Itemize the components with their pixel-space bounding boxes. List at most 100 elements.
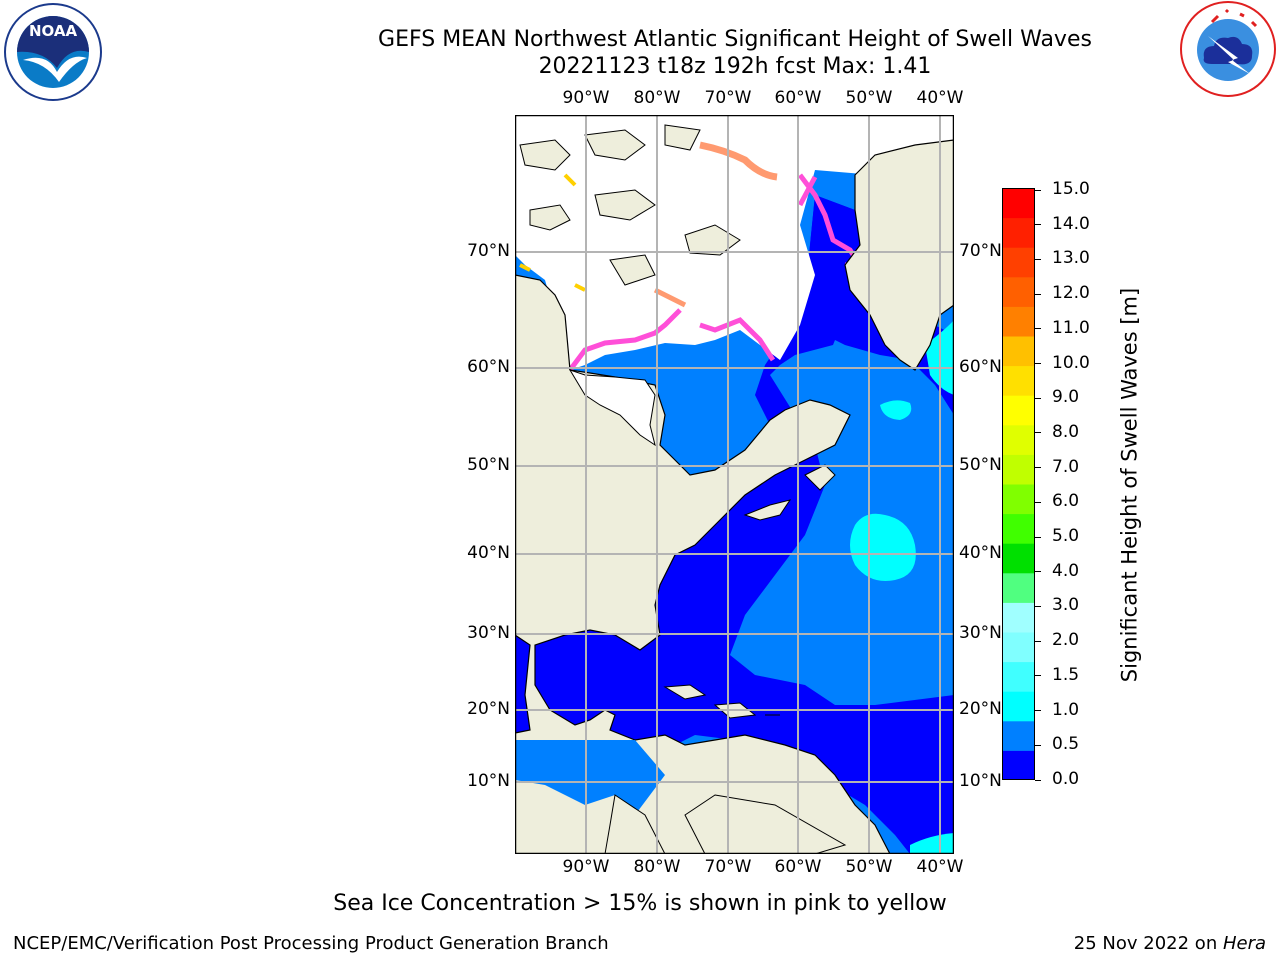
lat-label-left: 20°N bbox=[467, 699, 510, 719]
colorbar-tick-label: 13.0 bbox=[1052, 248, 1090, 269]
lat-label-right: 70°N bbox=[959, 241, 1002, 261]
colorbar-tick-label: 0.5 bbox=[1052, 734, 1080, 755]
colorbar-tick-mark bbox=[1035, 571, 1041, 573]
lat-label-right: 50°N bbox=[959, 455, 1002, 475]
lon-label-top: 60°W bbox=[774, 88, 822, 108]
lon-label-bottom: 90°W bbox=[562, 857, 610, 877]
colorbar-tick-label: 3.0 bbox=[1052, 595, 1080, 616]
lat-label-left: 60°N bbox=[467, 357, 510, 377]
lon-label-top: 70°W bbox=[704, 88, 752, 108]
colorbar-tick-label: 5.0 bbox=[1052, 526, 1080, 547]
footer-host: Hera bbox=[1222, 933, 1266, 954]
colorbar-band bbox=[1002, 217, 1035, 248]
lon-label-bottom: 80°W bbox=[633, 857, 681, 877]
colorbar-band bbox=[1002, 750, 1035, 780]
lon-label-bottom: 50°W bbox=[845, 857, 893, 877]
colorbar-tick-mark bbox=[1035, 397, 1041, 399]
colorbar-tick-mark bbox=[1035, 328, 1041, 330]
lat-label-right: 60°N bbox=[959, 357, 1002, 377]
colorbar-band bbox=[1002, 365, 1035, 396]
colorbar-band bbox=[1002, 484, 1035, 515]
colorbar-tick-mark bbox=[1035, 605, 1041, 607]
colorbar-tick-mark bbox=[1035, 432, 1041, 434]
footer-credit: NCEP/EMC/Verification Post Processing Pr… bbox=[13, 933, 609, 954]
lat-label-right: 10°N bbox=[959, 771, 1002, 791]
colorbar-band bbox=[1002, 602, 1035, 633]
map-frame bbox=[515, 115, 954, 854]
footer-date-text: 25 Nov 2022 on bbox=[1073, 933, 1223, 954]
colorbar-band bbox=[1002, 424, 1035, 455]
noaa-logo-text: NOAA bbox=[29, 22, 78, 40]
colorbar-tick-mark bbox=[1035, 293, 1041, 295]
colorbar-tick-label: 14.0 bbox=[1052, 213, 1090, 234]
graticule bbox=[515, 115, 954, 854]
colorbar-tick-mark bbox=[1035, 467, 1041, 469]
colorbar-tick-label: 8.0 bbox=[1052, 421, 1080, 442]
colorbar-tick-label: 10.0 bbox=[1052, 352, 1090, 373]
lon-label-top: 50°W bbox=[845, 88, 893, 108]
colorbar-tick-label: 2.0 bbox=[1052, 630, 1080, 651]
land-north-america bbox=[515, 274, 891, 854]
colorbar-tick-label: 15.0 bbox=[1052, 179, 1090, 199]
colorbar-tick-label: 12.0 bbox=[1052, 283, 1090, 304]
lon-label-top: 90°W bbox=[562, 88, 610, 108]
colorbar-tick-label: 1.5 bbox=[1052, 664, 1080, 685]
map-panel bbox=[515, 115, 954, 854]
lon-label-bottom: 40°W bbox=[916, 857, 964, 877]
nws-logo bbox=[1180, 1, 1276, 97]
lat-label-left: 40°N bbox=[467, 543, 510, 563]
colorbar-tick-mark bbox=[1035, 363, 1041, 365]
colorbar-tick-label: 6.0 bbox=[1052, 491, 1080, 512]
colorbar-band bbox=[1002, 513, 1035, 544]
colorbar-tick-mark bbox=[1035, 258, 1041, 260]
colorbar-band bbox=[1002, 572, 1035, 603]
colorbar-band bbox=[1002, 306, 1035, 337]
colorbar-band bbox=[1002, 691, 1035, 722]
gulf-of-mexico bbox=[535, 635, 625, 725]
colorbar-band bbox=[1002, 188, 1035, 219]
colorbar-band bbox=[1002, 543, 1035, 574]
colorbar-band bbox=[1002, 632, 1035, 663]
land-south-america bbox=[684, 794, 847, 854]
sea-ice-edge bbox=[568, 173, 865, 372]
noaa-logo: NOAA bbox=[4, 3, 102, 101]
lat-label-left: 50°N bbox=[467, 455, 510, 475]
swell-1.0-1.5-patch bbox=[850, 513, 916, 581]
colorbar bbox=[1002, 188, 1035, 780]
map-title: GEFS MEAN Northwest Atlantic Significant… bbox=[378, 27, 1092, 52]
land-greenland bbox=[844, 139, 954, 371]
lon-label-top: 40°W bbox=[916, 88, 964, 108]
colorbar-tick-mark bbox=[1035, 744, 1041, 746]
colorbar-tick-label: 9.0 bbox=[1052, 387, 1080, 408]
colorbar-band bbox=[1002, 276, 1035, 307]
lon-label-bottom: 60°W bbox=[774, 857, 822, 877]
colorbar-frame bbox=[1002, 188, 1035, 780]
lat-label-right: 30°N bbox=[959, 623, 1002, 643]
colorbar-band bbox=[1002, 661, 1035, 692]
colorbar-tick-mark bbox=[1035, 675, 1041, 677]
colorbar-tick-mark bbox=[1035, 224, 1041, 226]
colorbar-tick-mark bbox=[1035, 640, 1041, 642]
ocean-swell-0-0.5 bbox=[515, 195, 954, 854]
lon-label-top: 80°W bbox=[633, 88, 681, 108]
colorbar-tick-label: 7.0 bbox=[1052, 456, 1080, 477]
footer-date: 25 Nov 2022 on Hera bbox=[1074, 933, 1266, 954]
colorbar-label: Significant Height of Swell Waves [m] bbox=[1117, 287, 1142, 683]
map-subtitle: 20221123 t18z 192h fcst Max: 1.41 bbox=[538, 54, 932, 79]
colorbar-tick-mark bbox=[1035, 710, 1041, 712]
colorbar-tick-mark bbox=[1035, 189, 1041, 191]
lat-label-left: 10°N bbox=[467, 771, 510, 791]
colorbar-tick-mark bbox=[1035, 536, 1041, 538]
lat-label-right: 40°N bbox=[959, 543, 1002, 563]
colorbar-tick-label: 0.0 bbox=[1052, 769, 1080, 789]
colorbar-tick-label: 4.0 bbox=[1052, 560, 1080, 581]
lat-label-right: 20°N bbox=[959, 699, 1002, 719]
sea-ice-caption: Sea Ice Concentration > 15% is shown in … bbox=[333, 891, 947, 916]
colorbar-band bbox=[1002, 454, 1035, 485]
colorbar-band bbox=[1002, 720, 1035, 751]
lon-label-bottom: 70°W bbox=[704, 857, 752, 877]
lat-label-left: 70°N bbox=[467, 241, 510, 261]
colorbar-band bbox=[1002, 336, 1035, 367]
colorbar-band bbox=[1002, 247, 1035, 278]
colorbar-tick-label: 11.0 bbox=[1052, 317, 1090, 338]
